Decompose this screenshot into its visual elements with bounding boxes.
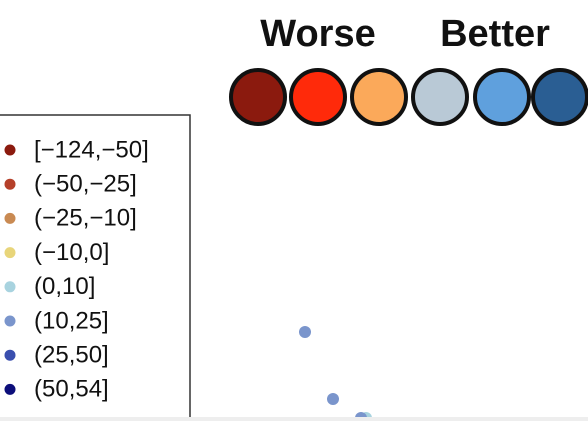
legend-dot bbox=[4, 247, 16, 259]
legend-label: (50,54] bbox=[34, 376, 109, 403]
legend-label: (10,25] bbox=[34, 307, 109, 334]
worse-label: Worse bbox=[260, 13, 375, 55]
scale-swatch bbox=[531, 68, 588, 126]
point bbox=[299, 326, 311, 338]
legend-label: (25,50] bbox=[34, 342, 109, 369]
legend-dot bbox=[4, 178, 16, 190]
scale-swatch bbox=[229, 68, 287, 126]
legend-label: [−124,−50] bbox=[34, 136, 149, 163]
better-label: Better bbox=[440, 13, 550, 55]
point bbox=[327, 393, 339, 405]
scale-swatch bbox=[411, 68, 469, 126]
legend-dot bbox=[4, 315, 16, 327]
legend-dot bbox=[4, 144, 16, 156]
legend-label: (−50,−25] bbox=[34, 171, 137, 198]
legend-dot bbox=[4, 212, 16, 224]
legend-dot bbox=[4, 349, 16, 361]
legend-dot bbox=[4, 383, 16, 395]
scale-swatch bbox=[350, 68, 408, 126]
legend-box bbox=[0, 114, 191, 421]
legend-label: (0,10] bbox=[34, 273, 95, 300]
legend-label: (−10,0] bbox=[34, 239, 109, 266]
legend-dot bbox=[4, 281, 16, 293]
scale-swatch bbox=[473, 68, 531, 126]
bottom-strip bbox=[0, 417, 588, 421]
legend-label: (−25,−10] bbox=[34, 205, 137, 232]
scale-swatch bbox=[289, 68, 347, 126]
